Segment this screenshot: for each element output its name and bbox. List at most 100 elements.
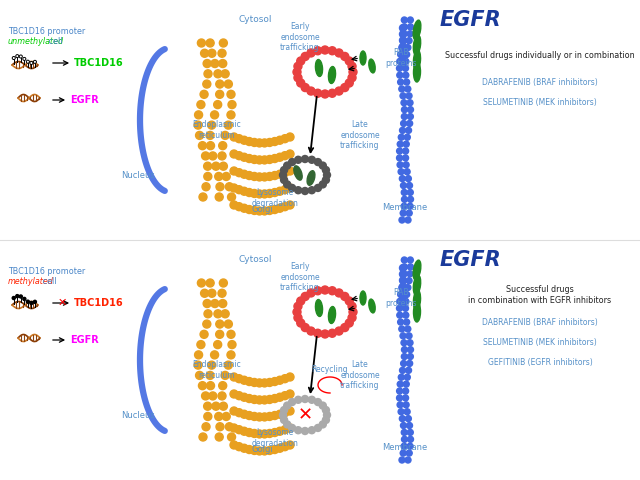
Circle shape [307, 289, 315, 297]
Circle shape [266, 396, 274, 404]
Circle shape [211, 300, 219, 308]
Text: methylated: methylated [8, 277, 54, 287]
Circle shape [260, 156, 269, 164]
Circle shape [281, 426, 289, 434]
Circle shape [397, 59, 403, 64]
Circle shape [340, 324, 349, 332]
Circle shape [401, 360, 406, 366]
Circle shape [407, 203, 413, 209]
Circle shape [406, 127, 412, 133]
Circle shape [408, 107, 413, 113]
Circle shape [202, 183, 210, 191]
Circle shape [401, 190, 407, 195]
Circle shape [250, 172, 259, 180]
Circle shape [196, 132, 204, 139]
Circle shape [398, 409, 404, 415]
Circle shape [214, 101, 221, 108]
Circle shape [255, 139, 264, 147]
Circle shape [399, 285, 405, 290]
Circle shape [407, 190, 413, 195]
Text: DABRAFENIB (BRAF inhibitors): DABRAFENIB (BRAF inhibitors) [482, 317, 598, 326]
Circle shape [286, 373, 294, 381]
Circle shape [199, 433, 207, 441]
Circle shape [397, 51, 404, 58]
Circle shape [297, 297, 305, 305]
Circle shape [276, 204, 284, 212]
Circle shape [308, 156, 316, 163]
Circle shape [33, 300, 36, 303]
Circle shape [221, 372, 229, 379]
Circle shape [16, 295, 19, 298]
Circle shape [403, 148, 408, 154]
Circle shape [406, 278, 412, 284]
Circle shape [401, 430, 407, 435]
Circle shape [397, 79, 404, 85]
Circle shape [405, 176, 412, 181]
Circle shape [219, 60, 227, 68]
Circle shape [281, 375, 289, 383]
Circle shape [240, 170, 248, 178]
Circle shape [321, 90, 329, 98]
Circle shape [271, 138, 279, 145]
Circle shape [401, 182, 406, 189]
Circle shape [407, 340, 413, 346]
Text: TBC1D16 promoter: TBC1D16 promoter [8, 267, 85, 276]
Circle shape [245, 205, 253, 214]
Circle shape [406, 182, 413, 189]
Circle shape [255, 396, 264, 404]
Circle shape [250, 412, 259, 420]
Circle shape [221, 310, 229, 318]
Circle shape [286, 201, 294, 209]
Circle shape [281, 152, 289, 160]
Text: EGFR: EGFR [439, 250, 501, 270]
Circle shape [401, 114, 407, 120]
Text: EGFR: EGFR [439, 10, 501, 30]
Circle shape [340, 84, 349, 92]
Circle shape [260, 447, 269, 455]
Circle shape [250, 190, 259, 197]
Circle shape [255, 207, 264, 215]
Circle shape [245, 429, 253, 436]
Circle shape [30, 301, 33, 304]
Circle shape [276, 427, 284, 435]
Circle shape [397, 148, 403, 154]
Circle shape [397, 402, 403, 408]
Circle shape [194, 361, 202, 369]
Ellipse shape [413, 35, 420, 55]
Circle shape [276, 170, 284, 178]
Circle shape [407, 17, 413, 23]
Circle shape [286, 150, 294, 158]
Text: TBC1D16: TBC1D16 [74, 298, 124, 308]
Circle shape [206, 279, 214, 287]
Circle shape [215, 193, 223, 201]
Circle shape [240, 444, 248, 452]
Circle shape [323, 407, 330, 414]
Circle shape [407, 430, 413, 435]
Circle shape [286, 441, 294, 449]
Circle shape [401, 443, 407, 449]
Circle shape [245, 171, 253, 180]
Circle shape [206, 372, 214, 379]
Circle shape [319, 181, 326, 188]
Circle shape [266, 138, 274, 146]
Circle shape [399, 457, 405, 463]
Circle shape [404, 169, 410, 175]
Circle shape [225, 183, 234, 191]
Circle shape [345, 57, 353, 65]
Ellipse shape [413, 50, 420, 70]
Circle shape [250, 138, 259, 146]
Circle shape [294, 302, 302, 310]
Circle shape [403, 388, 408, 394]
Circle shape [245, 155, 253, 163]
Circle shape [245, 395, 253, 403]
Circle shape [323, 417, 330, 423]
Circle shape [221, 70, 229, 78]
Circle shape [405, 326, 411, 332]
Circle shape [211, 351, 219, 359]
Circle shape [403, 395, 408, 401]
Circle shape [202, 392, 209, 400]
Circle shape [345, 79, 353, 87]
Circle shape [294, 427, 301, 434]
Circle shape [230, 184, 238, 192]
Circle shape [216, 80, 224, 88]
